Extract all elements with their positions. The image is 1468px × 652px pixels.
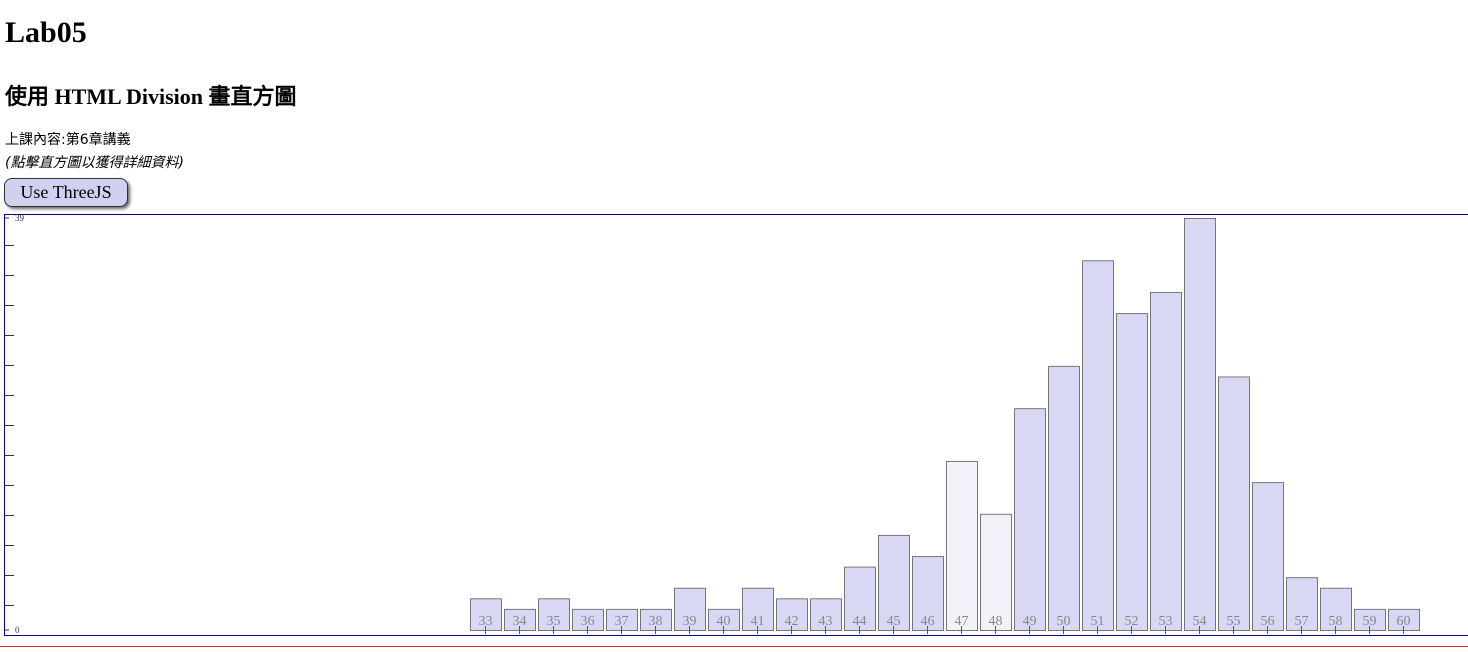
bar[interactable] (1184, 218, 1216, 631)
x-tick-label: 49 (1023, 614, 1037, 629)
bar[interactable] (946, 460, 978, 631)
x-tick-label: 44 (853, 614, 867, 629)
x-tick-label: 41 (751, 614, 765, 629)
x-tick-label: 33 (479, 614, 493, 629)
x-tick-label: 59 (1363, 614, 1377, 629)
y-tick-label: 0 (15, 625, 20, 635)
threejs-button[interactable]: Use ThreeJS (4, 178, 128, 207)
x-tick-label: 47 (955, 614, 969, 629)
x-tick-label: 36 (581, 614, 595, 629)
bar[interactable] (1082, 260, 1114, 631)
bar[interactable] (810, 598, 842, 631)
x-tick-label: 37 (615, 614, 629, 629)
hint-text: (點擊直方圖以獲得詳細資料) (5, 155, 184, 171)
x-tick-label: 55 (1227, 614, 1241, 629)
x-tick-label: 43 (819, 614, 833, 629)
content-text: 上課內容:第6章講義 (5, 132, 131, 148)
histogram: 0 39 33 34 35 36 37 38 39 40 41 42 43 44 45 46 47 48 49 50 5… (0, 214, 1468, 647)
x-tick-label: 34 (513, 614, 527, 629)
page-title: Lab05 (5, 16, 87, 49)
bar[interactable] (980, 513, 1012, 631)
x-tick-label: 45 (887, 614, 901, 629)
x-tick-label: 56 (1261, 614, 1275, 629)
x-tick-label: 39 (683, 614, 697, 629)
x-tick-label: 52 (1125, 614, 1139, 629)
bar[interactable] (1218, 376, 1250, 631)
x-tick-label: 38 (649, 614, 663, 629)
bar[interactable] (912, 556, 944, 631)
x-tick-label: 42 (785, 614, 799, 629)
x-tick-label: 40 (717, 614, 731, 629)
x-tick-label: 46 (921, 614, 935, 629)
bar[interactable] (776, 598, 808, 631)
bar[interactable] (538, 598, 570, 631)
x-tick-label: 51 (1091, 614, 1105, 629)
bar[interactable] (1252, 482, 1284, 631)
bar[interactable] (1014, 408, 1046, 631)
page-subtitle: 使用 HTML Division 畫直方圖 (5, 84, 297, 109)
x-tick-label: 60 (1397, 614, 1411, 629)
x-tick-label: 54 (1193, 614, 1207, 629)
bar[interactable] (1116, 313, 1148, 631)
bar[interactable] (1048, 365, 1080, 631)
x-tick-label: 48 (989, 614, 1003, 629)
bar[interactable] (1286, 577, 1318, 631)
y-tick-label: 39 (15, 214, 25, 223)
x-tick-label: 58 (1329, 614, 1343, 629)
x-tick-label: 57 (1295, 614, 1309, 629)
x-tick-label: 53 (1159, 614, 1173, 629)
x-tick-label: 35 (547, 614, 561, 629)
x-tick-label: 50 (1057, 614, 1071, 629)
bar[interactable] (1150, 291, 1182, 631)
